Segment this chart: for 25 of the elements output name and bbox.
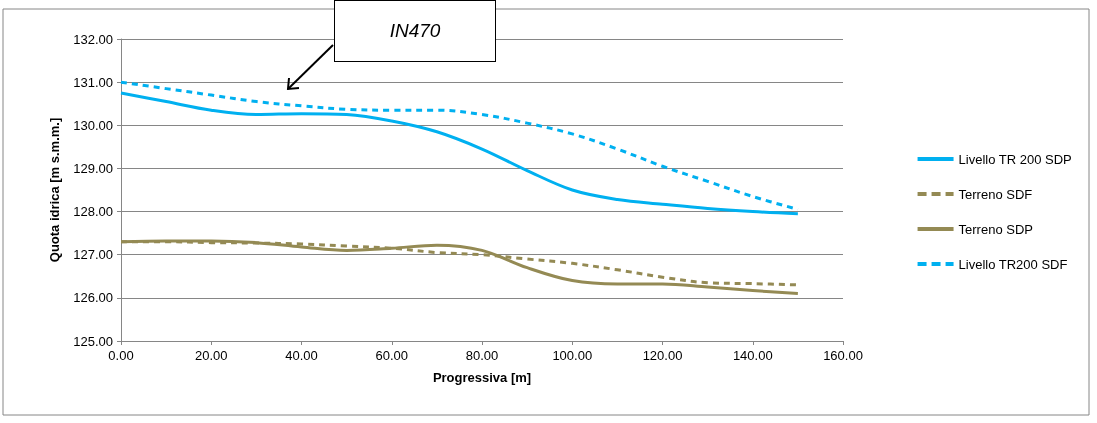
- callout-box: IN470: [334, 0, 496, 62]
- x-tick-label: 0.00: [108, 348, 134, 363]
- annotation: IN470: [389, 20, 441, 42]
- x-tick-label: 140.00: [732, 348, 773, 363]
- x-tick-label: 80.00: [465, 348, 499, 363]
- y-axis-title: Quota idrica [m s.m.m.]: [47, 117, 62, 263]
- x-tick-label: 120.00: [642, 348, 683, 363]
- y-tick-label: 128.00: [73, 204, 113, 220]
- y-tick-label: 129.00: [73, 160, 113, 176]
- legend-label: Terreno SDF: [958, 186, 1033, 202]
- y-tick-label: 131.00: [73, 74, 113, 90]
- y-tick-label: 132.00: [73, 31, 113, 47]
- x-tick-label: 40.00: [285, 348, 318, 363]
- x-tick-label: 100.00: [552, 348, 593, 363]
- x-tick-label: 20.00: [194, 348, 228, 363]
- y-tick-label: 127.00: [73, 247, 113, 263]
- y-tick-label: 130.00: [73, 117, 113, 133]
- y-tick-label: 125.00: [73, 333, 113, 349]
- y-tick-label: 126.00: [73, 290, 113, 306]
- x-tick-label: 60.00: [375, 348, 409, 363]
- legend-label: Terreno SDP: [958, 221, 1033, 237]
- legend-label: Livello TR200 SDF: [958, 256, 1068, 272]
- x-axis-title: Progressiva [m]: [432, 370, 532, 385]
- legend-label: Livello TR 200 SDP: [958, 151, 1072, 167]
- x-tick-label: 160.00: [823, 348, 863, 363]
